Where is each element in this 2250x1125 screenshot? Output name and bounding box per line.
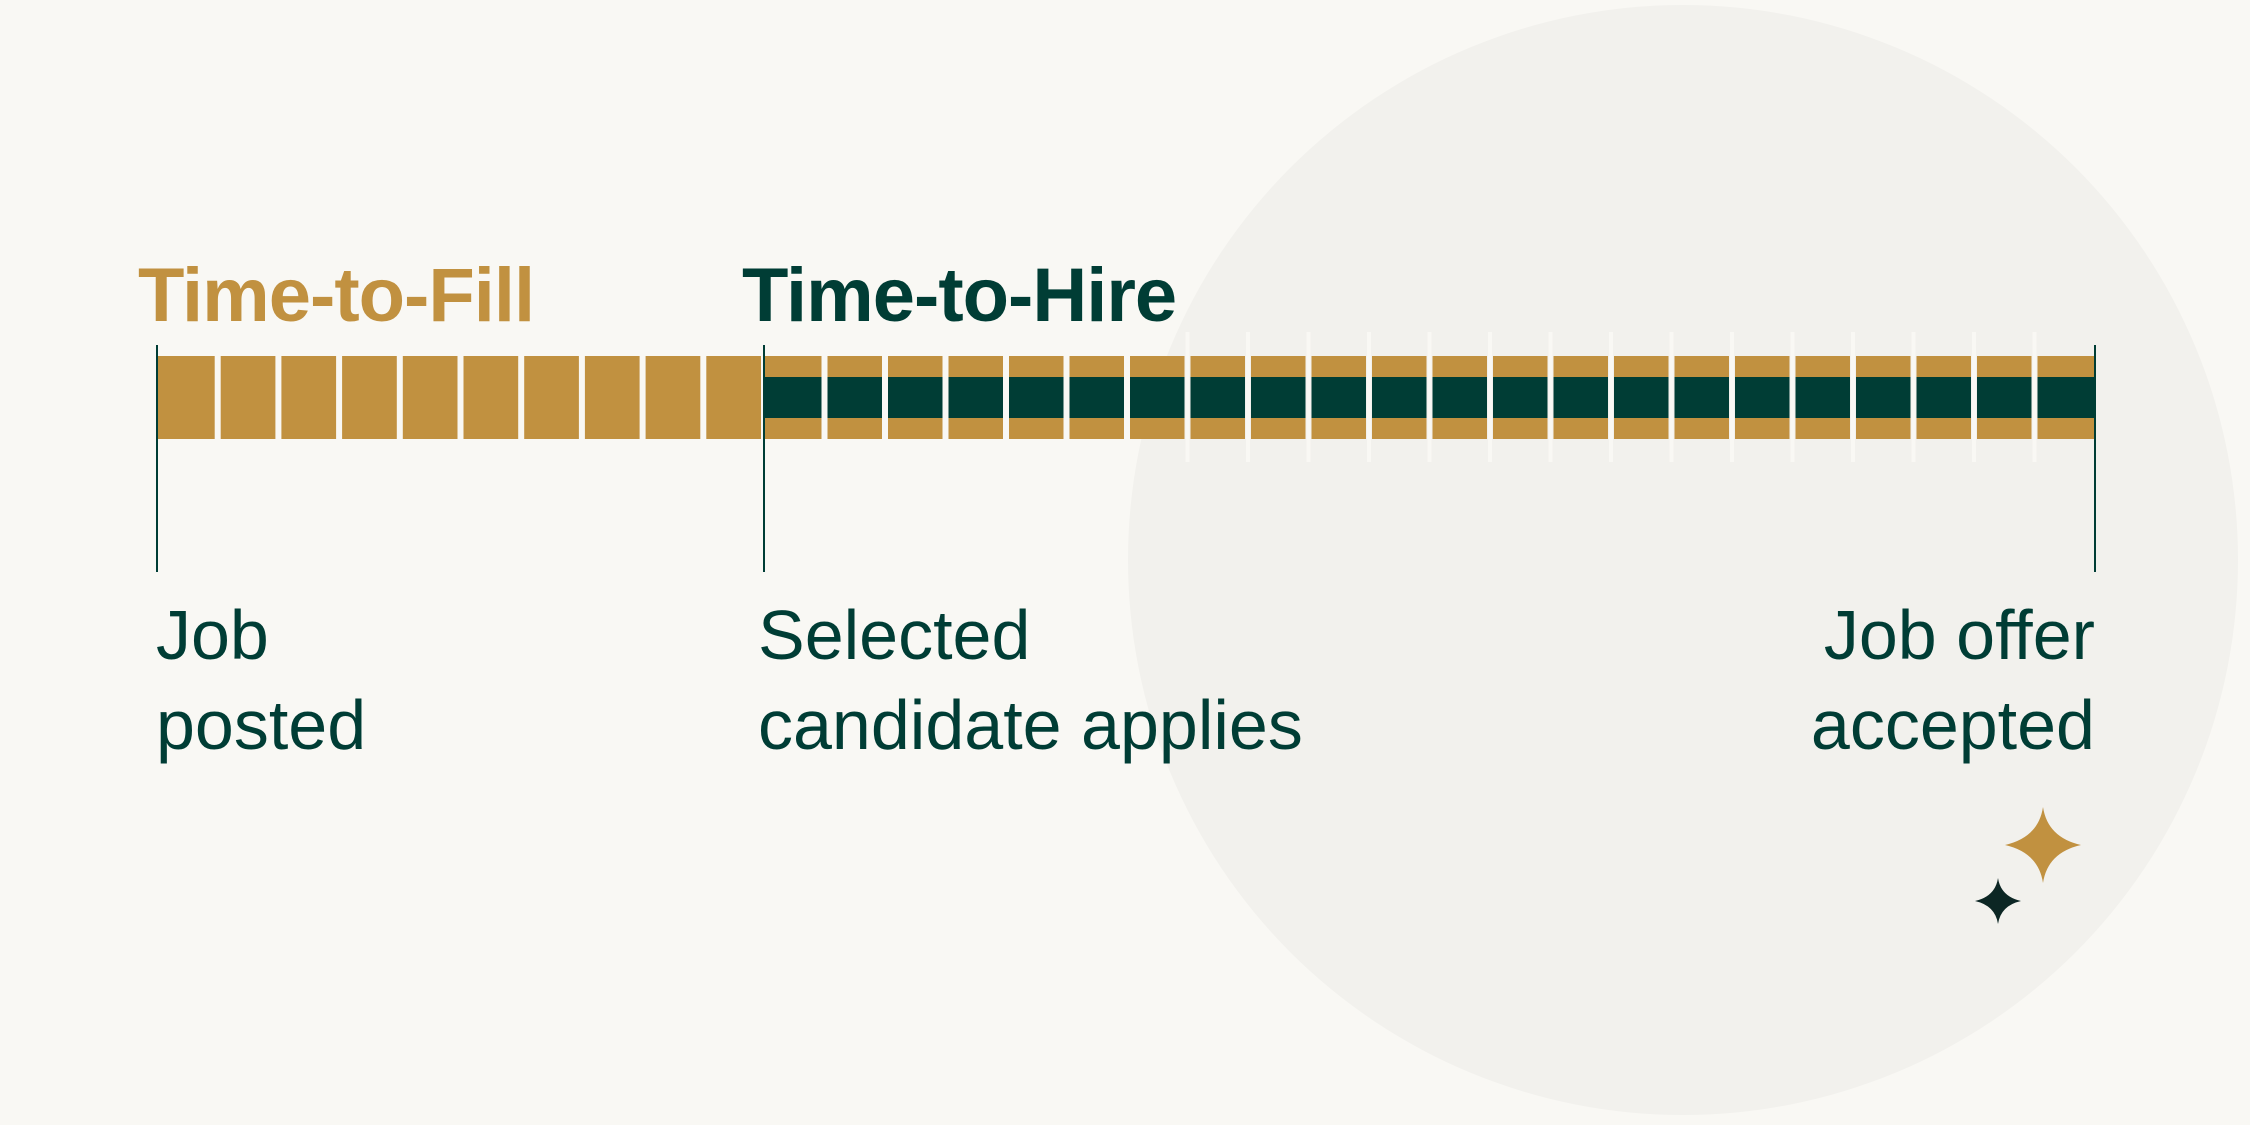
segment-divider — [1427, 332, 1432, 462]
hire-segment-band — [1614, 377, 1669, 418]
segment-divider — [1488, 332, 1492, 462]
hire-segment-band — [1009, 377, 1064, 418]
segment-divider — [1609, 332, 1613, 462]
milestone-candidate-applies: Selected candidate applies — [758, 596, 1303, 764]
segment-divider — [1972, 332, 1976, 462]
segment-divider — [1790, 332, 1795, 462]
milestone-offer-accepted: Job offer accepted — [1810, 596, 2095, 764]
segment-divider — [943, 332, 948, 462]
segment-divider — [1246, 332, 1250, 462]
hire-segment-band — [1190, 377, 1245, 418]
sparkle-large-icon — [2005, 807, 2081, 883]
segment-divider — [883, 332, 887, 462]
hire-segment-band — [1916, 377, 1971, 418]
hire-segment-band — [827, 377, 882, 418]
hire-segment-band — [1493, 377, 1548, 418]
time-to-hire-title: Time-to-Hire — [742, 253, 1177, 338]
segment-divider — [1669, 332, 1674, 462]
segment-divider — [1185, 332, 1190, 462]
hire-segment-band — [1553, 377, 1608, 418]
fill-segment — [463, 356, 519, 439]
hire-segment-band — [1977, 377, 2032, 418]
hire-segment-band — [1856, 377, 1911, 418]
segment-divider — [822, 332, 827, 462]
fill-segment — [281, 356, 337, 439]
fill-segment — [342, 356, 397, 439]
hire-segment-band — [1432, 377, 1487, 418]
hire-segment-band — [888, 377, 943, 418]
fill-segment — [402, 356, 458, 439]
fill-segment — [220, 356, 276, 439]
hire-segment-band — [1069, 377, 1124, 418]
segment-divider — [2032, 332, 2037, 462]
segment-divider — [1851, 332, 1855, 462]
segment-divider — [1125, 332, 1129, 462]
hire-segment-band — [765, 377, 822, 418]
segment-divider — [1064, 332, 1069, 462]
hire-segment-band — [1251, 377, 1306, 418]
hire-segment-band — [1311, 377, 1366, 418]
hire-segment-band — [1372, 377, 1427, 418]
segment-divider — [1911, 332, 1916, 462]
hire-segment-band — [1674, 377, 1729, 418]
milestone-job-posted: Job posted — [156, 596, 367, 764]
time-to-fill-title: Time-to-Fill — [138, 253, 535, 338]
fill-segment — [524, 356, 579, 439]
segment-divider — [1004, 332, 1008, 462]
fill-segment — [645, 356, 701, 439]
segment-divider — [1730, 332, 1734, 462]
fill-segment — [706, 356, 761, 439]
hire-segment-band — [1735, 377, 1790, 418]
segment-divider — [1548, 332, 1553, 462]
fill-segment — [584, 356, 640, 439]
hire-segment-band — [1130, 377, 1185, 418]
hire-segment-band — [1795, 377, 1850, 418]
hire-segment-band — [948, 377, 1003, 418]
fill-segment — [157, 356, 215, 439]
hire-segment-band — [2037, 377, 2095, 418]
background-circle — [1128, 5, 2238, 1115]
sparkle-small-icon — [1975, 878, 2021, 924]
segment-divider — [1367, 332, 1371, 462]
segment-divider — [1306, 332, 1311, 462]
